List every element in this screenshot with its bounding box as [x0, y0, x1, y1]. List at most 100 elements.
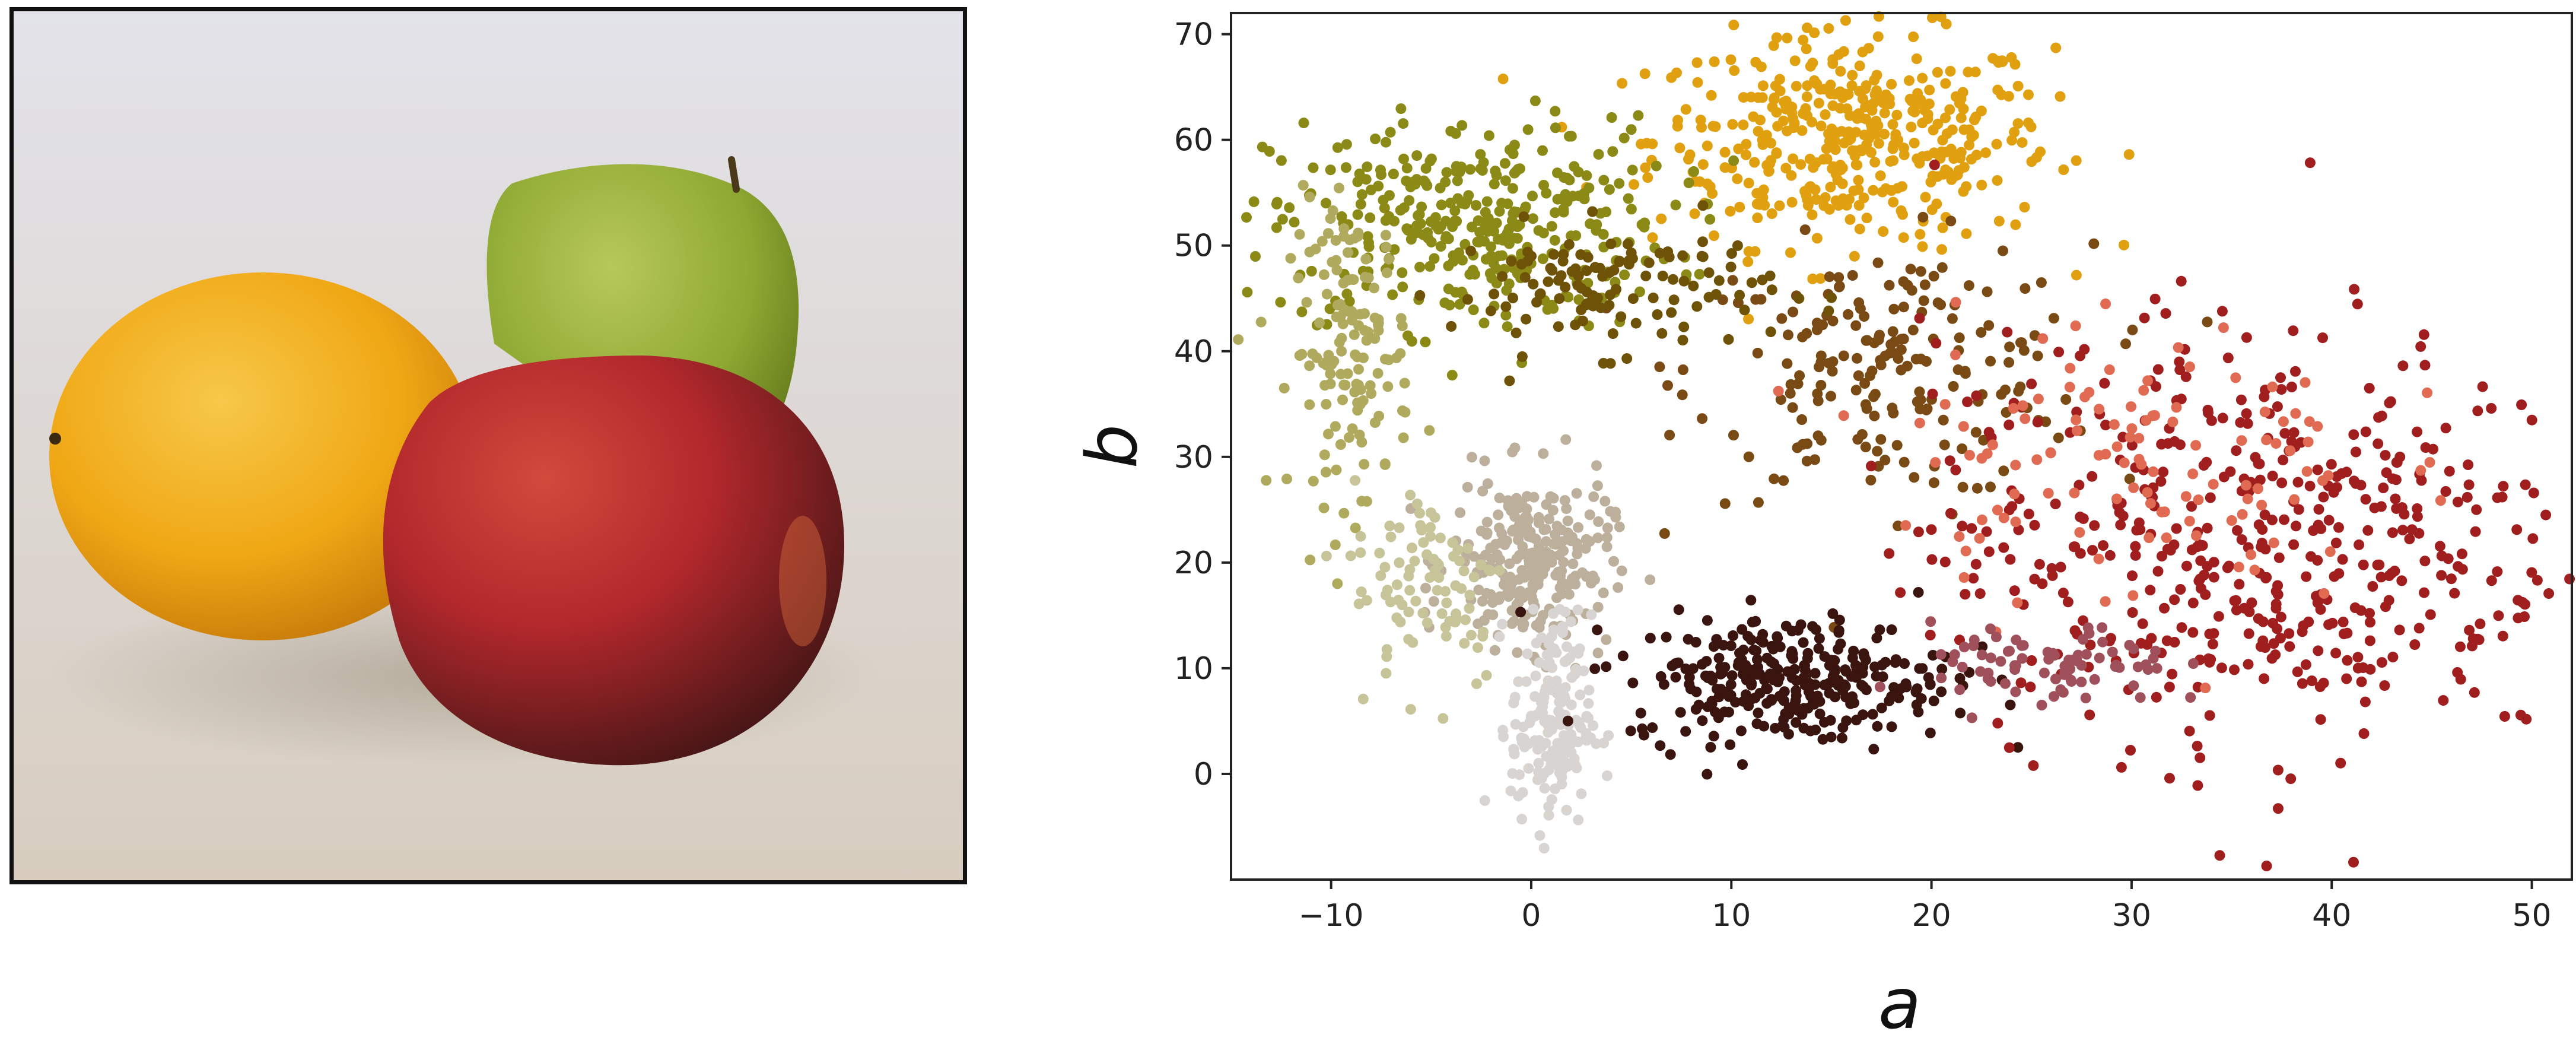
- scatter-point: [2117, 431, 2129, 443]
- scatter-point: [1301, 297, 1312, 308]
- scatter-point: [1914, 417, 1925, 429]
- scatter-point: [1923, 672, 1934, 683]
- scatter-point: [2532, 575, 2543, 586]
- scatter-point: [1502, 321, 1513, 332]
- y-tick-label: 40: [1174, 334, 1213, 370]
- scatter-point: [1385, 126, 1396, 138]
- scatter-point: [2038, 667, 2050, 678]
- scatter-point: [2050, 674, 2061, 684]
- scatter-point: [2457, 564, 2468, 575]
- scatter-point: [1478, 626, 1489, 637]
- scatter-point: [1838, 350, 1849, 361]
- scatter-point: [1709, 56, 1720, 67]
- scatter-point: [1976, 327, 1987, 338]
- scatter-point: [2145, 585, 2156, 596]
- scatter-point: [2297, 678, 2308, 689]
- scatter-point: [1691, 686, 1702, 697]
- scatter-point: [1381, 267, 1392, 278]
- scatter-point: [1761, 652, 1773, 664]
- scatter-point: [2124, 640, 2135, 650]
- scatter-point: [1581, 710, 1592, 722]
- scatter-point: [2397, 360, 2409, 372]
- scatter-point: [1932, 118, 1944, 129]
- scatter-point: [1829, 655, 1840, 666]
- scatter-point: [2192, 741, 2203, 751]
- scatter-point: [1745, 91, 1757, 103]
- scatter-point: [1414, 262, 1426, 272]
- scatter-point: [2032, 350, 2043, 361]
- scatter-point: [1759, 199, 1770, 211]
- scatter-point: [1680, 663, 1691, 674]
- scatter-point: [2217, 412, 2228, 424]
- scatter-point: [1516, 515, 1528, 526]
- scatter-point: [1707, 188, 1718, 199]
- scatter-point: [1785, 247, 1796, 258]
- scatter-point: [1939, 556, 1951, 567]
- scatter-point: [2304, 416, 2315, 427]
- scatter-point: [2438, 695, 2449, 706]
- scatter-point: [2003, 419, 2015, 430]
- scatter-point: [2425, 609, 2436, 620]
- scatter-point: [1822, 678, 1833, 690]
- cluster-apple-shadow: [1233, 180, 1435, 589]
- scatter-point: [1915, 394, 1926, 405]
- scatter-point: [1512, 647, 1523, 658]
- scatter-point: [2151, 381, 2161, 392]
- scatter-point: [2360, 426, 2371, 437]
- scatter-point: [2071, 655, 2082, 667]
- scatter-point: [2128, 482, 2139, 493]
- scatter-point: [1904, 75, 1914, 86]
- scatter-point: [1891, 440, 1903, 451]
- scatter-point: [2266, 653, 2278, 664]
- scatter-point: [1765, 326, 1776, 338]
- cluster-peach-muted: [1874, 616, 2199, 723]
- scatter-point: [1888, 682, 1900, 693]
- scatter-point: [1343, 247, 1353, 258]
- scatter-point: [1522, 124, 1534, 135]
- scatter-point: [1617, 78, 1628, 89]
- scatter-point: [1834, 281, 1844, 293]
- scatter-point: [2246, 549, 2257, 560]
- scatter-point: [1968, 640, 1979, 652]
- scatter-point: [1532, 576, 1544, 586]
- scatter-point: [1332, 300, 1343, 310]
- scatter-point: [2233, 561, 2244, 573]
- scatter-point: [2387, 652, 2399, 662]
- scatter-point: [1544, 513, 1554, 525]
- scatter-point: [1319, 380, 1331, 391]
- scatter-point: [1352, 209, 1363, 220]
- scatter-point: [1725, 205, 1736, 217]
- scatter-point: [2358, 728, 2370, 739]
- scatter-point: [2445, 573, 2457, 585]
- scatter-point: [1678, 321, 1690, 332]
- scatter-point: [2064, 382, 2075, 393]
- scatter-point: [1583, 684, 1595, 696]
- scatter-point: [1589, 663, 1601, 674]
- scatter-point: [1991, 138, 2002, 150]
- scatter-point: [1850, 159, 1862, 170]
- scatter-point: [1334, 182, 1344, 193]
- scatter-point: [1395, 617, 1406, 627]
- scatter-point: [1356, 586, 1367, 598]
- scatter-point: [2300, 377, 2311, 388]
- scatter-point: [2270, 438, 2282, 449]
- scatter-point: [1944, 455, 1955, 467]
- scatter-point: [1363, 241, 1375, 252]
- scatter-point: [1553, 759, 1564, 769]
- scatter-point: [1344, 432, 1354, 443]
- scatter-point: [1755, 634, 1766, 646]
- scatter-point: [1575, 689, 1586, 700]
- scatter-point: [1503, 238, 1515, 249]
- scatter-point: [1853, 200, 1865, 211]
- scatter-point: [1673, 604, 1684, 615]
- scatter-point: [1665, 749, 1676, 760]
- scatter-point: [1888, 303, 1900, 315]
- scatter-point: [2020, 283, 2031, 294]
- scatter-point: [2218, 471, 2230, 483]
- scatter-point: [1595, 302, 1607, 313]
- scatter-point: [1537, 701, 1548, 712]
- scatter-point: [1634, 286, 1645, 297]
- scatter-point: [1534, 830, 1545, 841]
- scatter-point: [2337, 554, 2348, 565]
- scatter-point: [1521, 676, 1532, 687]
